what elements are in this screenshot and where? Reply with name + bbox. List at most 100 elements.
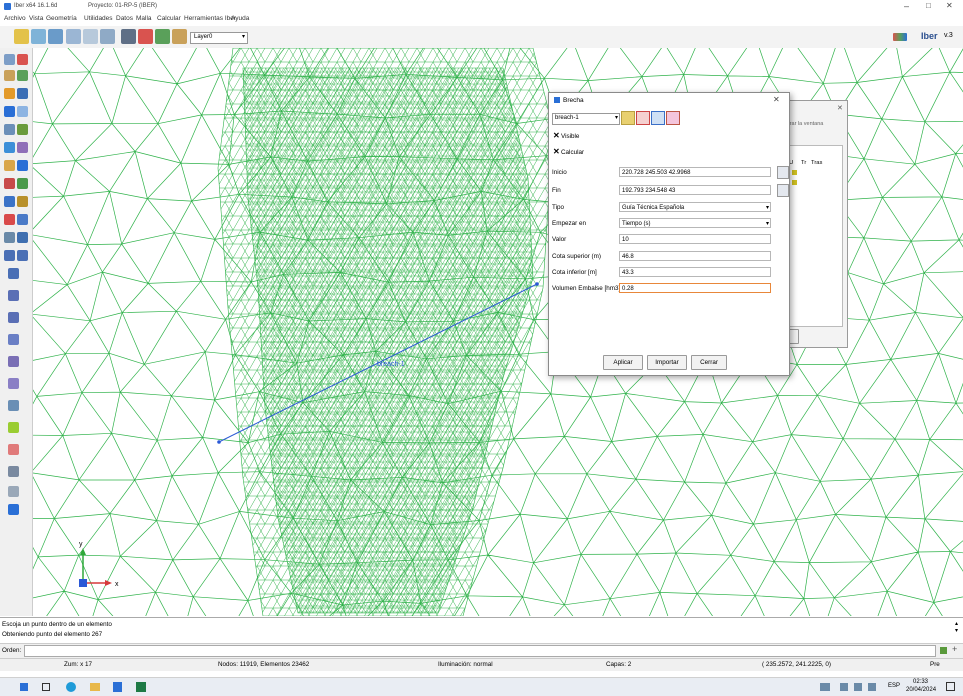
tool-icon[interactable] <box>8 422 19 433</box>
tool-icon[interactable] <box>4 214 15 225</box>
tool-icon[interactable] <box>8 312 19 323</box>
tool-icon[interactable] <box>17 142 28 153</box>
breach-line[interactable] <box>218 283 538 443</box>
edge-icon[interactable] <box>66 682 76 692</box>
toolbar-button[interactable] <box>100 29 115 44</box>
axes-icon[interactable] <box>8 486 19 497</box>
tool-icon[interactable] <box>8 334 19 345</box>
breach-end-point[interactable] <box>217 440 221 444</box>
delete-breach-icon[interactable] <box>636 111 650 125</box>
tipo-select[interactable]: Guía Técnica Española ▾ <box>619 202 771 212</box>
tool-icon[interactable] <box>8 290 19 301</box>
toolbar-button[interactable] <box>48 29 63 44</box>
calcular-checkbox[interactable]: ✕ <box>553 147 560 156</box>
pick-inicio-button[interactable] <box>777 166 789 179</box>
toolbar-button[interactable] <box>138 29 153 44</box>
tool-icon[interactable] <box>17 54 28 65</box>
add-breach-icon[interactable] <box>621 111 635 125</box>
clock-time[interactable]: 02:33 <box>913 679 929 685</box>
breach-start-point[interactable] <box>535 282 539 286</box>
tool-icon[interactable] <box>8 504 19 515</box>
tool-icon[interactable] <box>8 378 19 389</box>
menu-malla[interactable]: Malla <box>136 15 152 22</box>
tool-icon[interactable] <box>17 178 28 189</box>
excel-icon[interactable] <box>136 682 146 692</box>
toolbar-button[interactable] <box>31 29 46 44</box>
tool-icon[interactable] <box>4 178 15 189</box>
tool-icon[interactable] <box>17 88 28 99</box>
tool-icon[interactable] <box>4 250 15 261</box>
menu-ayuda[interactable]: Ayuda <box>231 15 250 22</box>
tool-icon[interactable] <box>4 88 15 99</box>
inicio-field[interactable]: 220.728 245.503 42.9968 <box>619 167 771 177</box>
tool-icon[interactable] <box>8 268 19 279</box>
tool-icon[interactable] <box>17 196 28 207</box>
minimize-button[interactable]: – <box>904 1 910 11</box>
cota-inferior-field[interactable]: 43.3 <box>619 267 771 277</box>
import-button[interactable]: Importar <box>647 355 687 370</box>
close-button[interactable]: ✕ <box>946 1 953 10</box>
tool-icon[interactable] <box>4 142 15 153</box>
tool-icon[interactable] <box>4 196 15 207</box>
tool-icon[interactable] <box>17 214 28 225</box>
menu-geometria[interactable]: Geometría <box>46 15 77 22</box>
notification-icon[interactable] <box>946 682 955 691</box>
valor-field[interactable]: 10 <box>619 234 771 244</box>
breach-select[interactable]: breach-1 ▾ <box>552 113 620 125</box>
tool-icon[interactable] <box>4 160 15 171</box>
volumen-field[interactable]: 0.28 <box>619 283 771 293</box>
toolbar-button[interactable] <box>14 29 29 44</box>
tool-icon[interactable] <box>8 444 19 455</box>
tool-icon[interactable] <box>4 106 15 117</box>
tool-icon[interactable] <box>17 232 28 243</box>
empezar-select[interactable]: Tiempo (s) ▾ <box>619 218 771 228</box>
fin-field[interactable]: 192.793 234.548 43 <box>619 185 771 195</box>
iber-taskbar-icon[interactable] <box>113 682 122 692</box>
start-icon[interactable] <box>20 683 28 691</box>
menu-archivo[interactable]: Archivo <box>4 15 26 22</box>
integrate-window-hint[interactable]: ntegrar la ventana <box>779 121 824 127</box>
toolbar-button[interactable] <box>172 29 187 44</box>
tool-icon[interactable] <box>4 124 15 135</box>
clear-breach-icon[interactable] <box>666 111 680 125</box>
cota-superior-field[interactable]: 46.8 <box>619 251 771 261</box>
tool-icon[interactable] <box>8 466 19 477</box>
rename-breach-icon[interactable] <box>651 111 665 125</box>
explorer-icon[interactable] <box>90 683 100 691</box>
visible-checkbox[interactable]: ✕ <box>553 131 560 140</box>
menu-herramientas-iber[interactable]: Herramientas Iber <box>184 15 237 22</box>
clock-date[interactable]: 20/04/2024 <box>906 687 937 693</box>
menu-utilidades[interactable]: Utilidades <box>84 15 113 22</box>
menu-vista[interactable]: Vista <box>29 15 44 22</box>
tool-icon[interactable] <box>8 356 19 367</box>
tool-icon[interactable] <box>17 250 28 261</box>
tool-icon[interactable] <box>17 124 28 135</box>
zoom-icon[interactable] <box>4 54 15 65</box>
tool-icon[interactable] <box>17 160 28 171</box>
layer-quick-icon[interactable] <box>940 647 947 654</box>
tool-icon[interactable] <box>8 400 19 411</box>
toolbar-button[interactable] <box>121 29 136 44</box>
command-input[interactable] <box>24 645 936 657</box>
apply-button[interactable]: Aplicar <box>603 355 643 370</box>
toolbar-button[interactable] <box>66 29 81 44</box>
tool-icon[interactable] <box>4 232 15 243</box>
task-view-icon[interactable] <box>42 683 50 691</box>
toolbar-button[interactable] <box>155 29 170 44</box>
tool-icon[interactable] <box>17 106 28 117</box>
menu-calcular[interactable]: Calcular <box>157 15 181 22</box>
language-indicator[interactable]: ESP <box>888 683 901 689</box>
tray-icons[interactable] <box>820 683 880 691</box>
dialog-close-icon[interactable]: ✕ <box>773 95 780 104</box>
plus-icon[interactable]: + <box>952 644 958 654</box>
pick-fin-button[interactable] <box>777 184 789 197</box>
close-dialog-button[interactable]: Cerrar <box>691 355 727 370</box>
menu-datos[interactable]: Datos <box>116 15 133 22</box>
pan-icon[interactable] <box>4 70 15 81</box>
scroll-arrows-icon[interactable]: ▴ ▾ <box>955 621 959 634</box>
toolbar-button[interactable] <box>83 29 98 44</box>
close-icon[interactable]: ✕ <box>837 105 843 112</box>
tool-icon[interactable] <box>17 70 28 81</box>
layer-select[interactable]: Layer0 ▾ <box>190 32 248 44</box>
maximize-button[interactable]: □ <box>926 1 931 10</box>
